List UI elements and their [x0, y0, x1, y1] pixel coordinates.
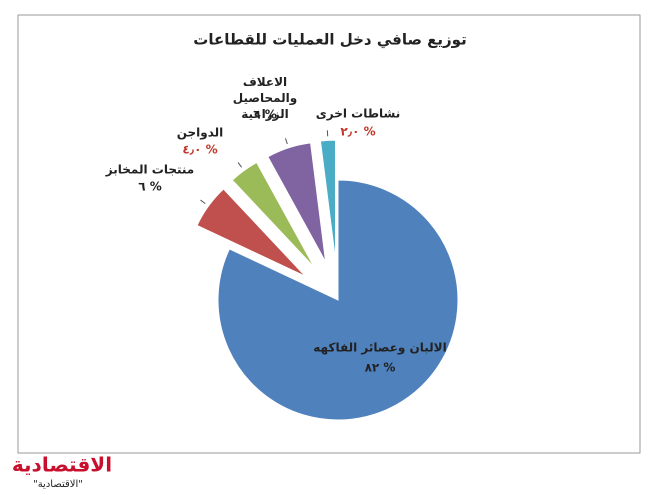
slice-label: نشاطات اخرى	[316, 107, 401, 121]
slice-label: الدواجن	[177, 126, 224, 141]
value-label: ٢٫٠ %	[340, 125, 375, 139]
slice-label: الالبان وعصائر الفاكهه	[313, 341, 446, 356]
credit: "الاقتصادية"	[33, 479, 83, 490]
value-label: ٤٫٠ %	[182, 143, 217, 157]
logo: الاقتصادية	[12, 453, 112, 477]
chart-title: توزيع صافي دخل العمليات للقطاعات	[193, 31, 466, 49]
slice-label: منتجات المخابز	[105, 163, 194, 177]
value-label: ٦ %	[138, 180, 162, 194]
value-label: ٨٢ %	[365, 361, 396, 375]
value-label: ٦ %	[253, 108, 277, 122]
